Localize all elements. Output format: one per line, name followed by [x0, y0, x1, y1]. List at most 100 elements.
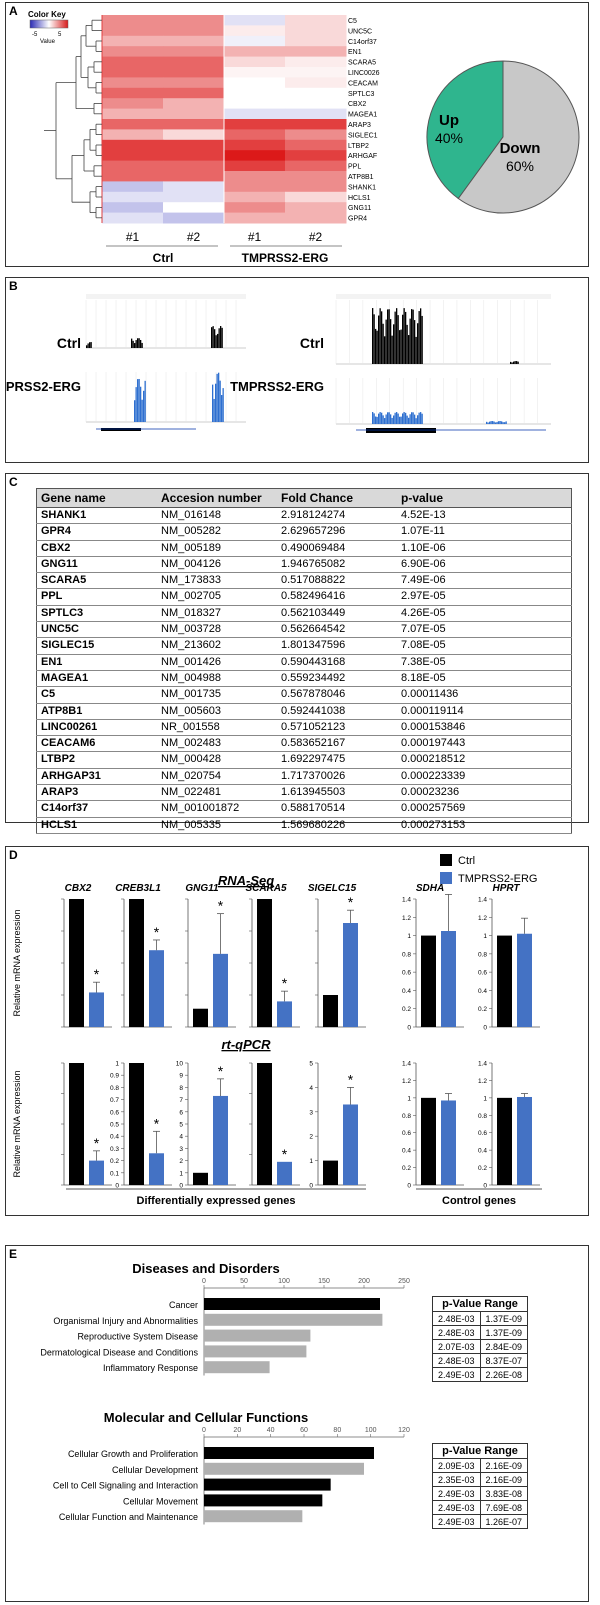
bar: [204, 1462, 364, 1475]
coverage-bar: [418, 412, 420, 424]
heatmap-cell: [285, 67, 347, 78]
cell-fold-change: 0.582496416: [277, 588, 397, 606]
heatmap-cell: [102, 35, 164, 47]
cell-p-value: 0.000257569: [397, 800, 572, 818]
tick-label: 0.6: [110, 1109, 119, 1116]
category-label: Cancer: [169, 1300, 198, 1310]
color-key-title: Color Key: [28, 10, 66, 19]
track-label-ctrl: Ctrl: [300, 335, 324, 351]
heatmap-cell: [102, 119, 164, 130]
color-key-tick: -5: [32, 32, 38, 38]
cell-accession: NR_001558: [157, 719, 277, 737]
tick-label: 5: [309, 1061, 313, 1068]
ctrl-track-left: [85, 300, 246, 349]
coverage-bar: [396, 308, 398, 364]
coverage-bar: [217, 333, 219, 348]
coverage-bar: [90, 342, 92, 348]
coverage-bar: [214, 329, 216, 348]
heatmap-cell: [102, 191, 164, 203]
ruler: [86, 294, 246, 299]
heatmap-cell: [285, 181, 347, 193]
gene-label: CEACAM: [348, 80, 378, 87]
cell-gene: LINC00261: [36, 719, 157, 737]
table-row: ATP8B1 NM_005603 0.592441038 0.000119114: [36, 703, 572, 720]
tick-label: 0.8: [110, 1085, 119, 1092]
tick-label: 0.6: [402, 1130, 411, 1137]
col-accession: Accesion number: [157, 488, 277, 508]
bar-ctrl: [323, 1160, 338, 1185]
cell-gene: C14orf37: [36, 800, 157, 818]
cell-fold-change: 0.490069484: [277, 540, 397, 557]
tick-label: 1.4: [478, 897, 487, 904]
tick-label: 3: [179, 1146, 183, 1153]
table-row: C5 NM_001735 0.567878046 0.00011436: [36, 686, 572, 704]
coverage-bar: [219, 380, 221, 422]
heatmap-cell: [102, 150, 164, 162]
tick-label: 0.2: [110, 1158, 119, 1165]
gene-title: SDHA: [416, 883, 444, 894]
coverage-bar: [378, 413, 380, 424]
gene-label: ARHGAF: [348, 153, 377, 160]
bar-ctrl: [497, 1097, 512, 1185]
bar-erg: [149, 1153, 164, 1185]
coverage-bar: [402, 413, 404, 424]
category-label: Organismal Injury and Abnormalities: [53, 1316, 198, 1326]
cell-accession: NM_018327: [157, 605, 277, 623]
tick-label: 0: [483, 1025, 487, 1032]
tick-label: 0: [309, 1183, 313, 1190]
coverage-bar: [86, 345, 88, 348]
coverage-bar: [417, 323, 419, 364]
coverage-bar: [388, 309, 390, 364]
heatmap-cell: [163, 212, 225, 224]
coverage-bar: [397, 413, 399, 424]
category-label: Cell to Cell Signaling and Interaction: [53, 1481, 198, 1491]
genome-browser-figure: Ctrl TMPRSS2-ERG Ctrl TMPRSS2-ERG: [6, 294, 551, 433]
heatmap-cell: [102, 181, 164, 193]
gene-label: C5: [348, 18, 357, 25]
panel-b: B Ctrl TMPRSS2-ERG Ctrl TMPRSS2-ERG: [5, 277, 589, 463]
coverage-bar: [405, 311, 407, 364]
group-label-ctrl: Ctrl: [153, 251, 174, 265]
coverage-bar: [490, 421, 492, 424]
coverage-bar: [408, 335, 410, 364]
bar: [204, 1447, 374, 1459]
bar-ctrl: [421, 935, 436, 1027]
coverage-bar: [211, 327, 213, 348]
gene-title: GNG11: [185, 883, 219, 894]
cell-p-value: 8.18E-05: [397, 670, 572, 688]
table-row: CBX2 NM_005189 0.490069484 1.10E-06: [36, 540, 572, 557]
category-label: Cellular Development: [112, 1465, 199, 1475]
heatmap-cell: [224, 160, 286, 172]
tick-label: 0: [483, 1183, 487, 1190]
gene-model: [366, 428, 436, 433]
significance-star: *: [154, 1115, 160, 1131]
heatmap-cell: [285, 150, 347, 162]
panel-d: D RNA-Seq rt-qPCR Ctrl TMPRSS2-ERG Relative …: [5, 846, 589, 1216]
cell-p-value: 0.000273153: [397, 817, 572, 834]
bar-ctrl: [421, 1097, 436, 1185]
coverage-bar: [137, 379, 139, 422]
gene-label: EN1: [348, 49, 362, 56]
cell-accession: NM_005603: [157, 703, 277, 720]
coverage-bar: [390, 319, 392, 364]
cell-gene: ATP8B1: [36, 703, 157, 720]
tick-label: 0.6: [478, 1130, 487, 1137]
coverage-bar: [402, 314, 404, 364]
heatmap-cell: [163, 15, 225, 26]
cell-fold-change: 1.717370026: [277, 768, 397, 786]
pvalue-low: 2.07E-03: [432, 1339, 481, 1354]
bar-erg: [149, 950, 164, 1027]
gene-label: C14orf37: [348, 39, 377, 46]
heatmap-cell: [102, 46, 164, 58]
heatmap-cell: [224, 191, 286, 203]
cell-gene: MAGEA1: [36, 670, 157, 688]
heatmap-cell: [102, 212, 164, 224]
tick-label: 0: [202, 1278, 206, 1285]
table-row: GNG11 NM_004126 1.946765082 6.90E-06: [36, 556, 572, 574]
coverage-bar: [382, 415, 384, 424]
cell-accession: NM_022481: [157, 784, 277, 802]
cell-gene: EN1: [36, 654, 157, 671]
heatmap-cell: [285, 119, 347, 130]
cell-p-value: 4.52E-13: [397, 507, 572, 525]
coverage-bar: [399, 330, 401, 364]
